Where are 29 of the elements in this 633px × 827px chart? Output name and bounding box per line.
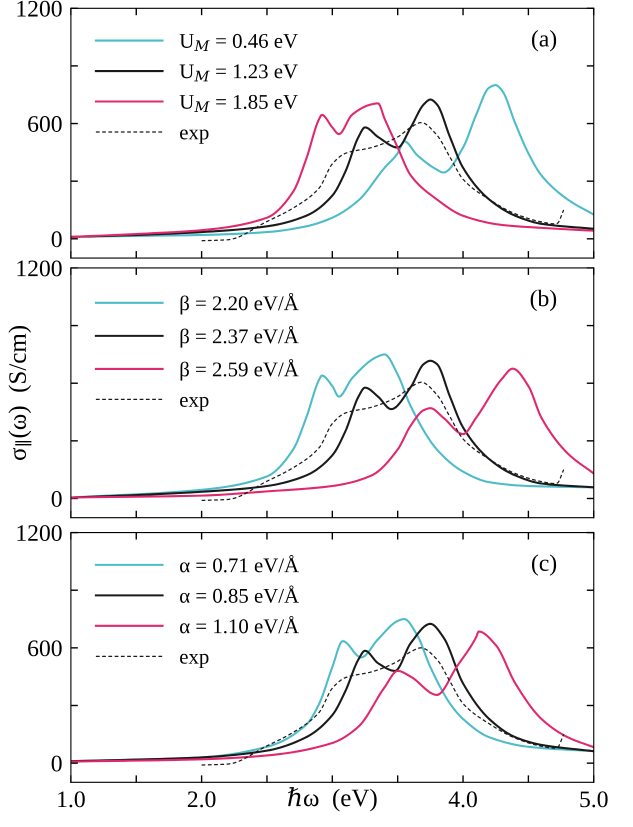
legend-label: β = 2.20 eV/Å bbox=[180, 292, 299, 315]
annotation: (b) bbox=[530, 290, 556, 312]
x-tick-label: 1.0 bbox=[58, 791, 85, 808]
y-tick-label: 1200 bbox=[17, 0, 62, 17]
legend-label: α = 1.10 eV/Å bbox=[180, 616, 299, 634]
x-axis-title: ℏω (eV) bbox=[288, 787, 377, 812]
legend-label: α = 0.85 eV/Å bbox=[180, 585, 299, 603]
legend-label: U$_{M}$ = 0.46 eV bbox=[180, 34, 298, 51]
y-tick-label: 600 bbox=[28, 640, 62, 656]
y-tick-label: 1200 bbox=[17, 260, 62, 276]
legend-label: β = 2.59 eV/Å bbox=[180, 359, 299, 381]
y-tick-label: 0 bbox=[52, 756, 62, 772]
x-tick-label: 2.0 bbox=[188, 791, 216, 808]
annotation: (a) bbox=[532, 30, 556, 52]
x-tick-label: 4.0 bbox=[448, 791, 477, 808]
legend-label: β = 2.37 eV/Å bbox=[180, 326, 299, 348]
legend-label: U$_{M}$ = 1.23 eV bbox=[180, 64, 298, 82]
legend-label: exp bbox=[180, 654, 208, 668]
y-tick-label: 1200 bbox=[17, 525, 62, 542]
legend-label: α = 0.71 eV/Å bbox=[180, 555, 299, 572]
legend-label: exp bbox=[180, 129, 208, 144]
legend-label: U$_{M}$ = 1.85 eV bbox=[180, 94, 298, 112]
y-tick-label: 600 bbox=[28, 116, 62, 132]
x-tick-label: 5.0 bbox=[580, 791, 608, 808]
y-tick-label: 0 bbox=[52, 490, 62, 507]
y-axis-title: σ$_{∥}$(ω) (S/cm) bbox=[8, 326, 32, 460]
annotation: (c) bbox=[532, 554, 556, 576]
legend-label: exp bbox=[180, 396, 208, 412]
y-tick-label: 0 bbox=[52, 231, 62, 248]
